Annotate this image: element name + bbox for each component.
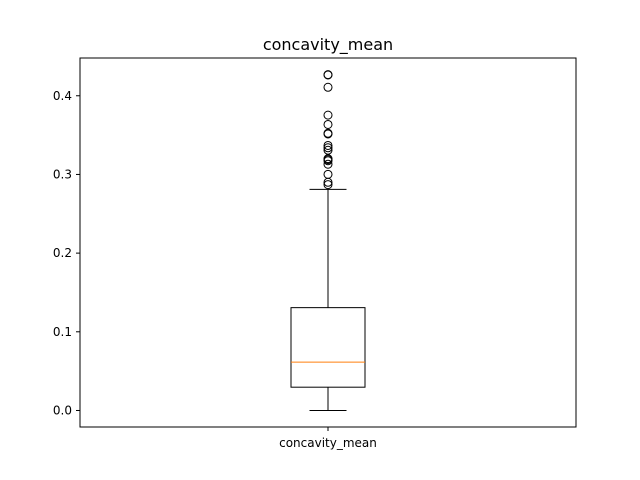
y-tick-label: 0.2 bbox=[53, 246, 72, 260]
outlier-point bbox=[323, 140, 333, 150]
outlier-point bbox=[323, 82, 333, 92]
y-tick-label: 0.4 bbox=[53, 89, 72, 103]
outlier-point bbox=[323, 119, 333, 129]
chart-title: concavity_mean bbox=[263, 35, 393, 55]
iqr-box bbox=[290, 307, 366, 388]
y-tick-label: 0.0 bbox=[53, 403, 72, 417]
outlier-point bbox=[323, 180, 333, 190]
y-tick-label: 0.3 bbox=[53, 167, 72, 181]
outlier-point bbox=[323, 70, 333, 80]
outlier-point bbox=[323, 128, 333, 138]
plot-layer bbox=[290, 70, 366, 411]
axis-layer: 0.0 0.1 0.2 0.3 0.4 concavity_mean bbox=[53, 89, 377, 450]
y-tick-label: 0.1 bbox=[53, 325, 72, 339]
outlier-point bbox=[323, 159, 333, 169]
axes-frame bbox=[79, 57, 577, 428]
outlier-point bbox=[323, 110, 333, 120]
outlier-point bbox=[323, 145, 333, 155]
x-tick-label: concavity_mean bbox=[279, 436, 377, 450]
outlier-point bbox=[323, 143, 333, 153]
outlier-point bbox=[323, 169, 333, 179]
